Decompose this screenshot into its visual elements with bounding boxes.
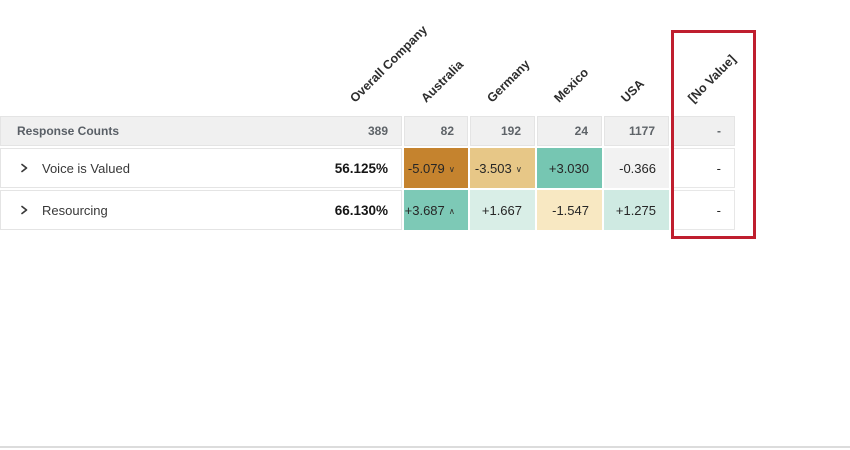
bottom-divider	[0, 446, 850, 448]
response-count-usa: 1177	[604, 116, 669, 146]
response-count-overall: 389	[367, 124, 388, 138]
column-header-mexico[interactable]: Mexico	[551, 65, 592, 106]
column-header-australia[interactable]: Australia	[418, 57, 467, 106]
cell-value: -3.503	[474, 160, 512, 176]
row-voice-is-valued[interactable]: Voice is Valued 56.125%	[0, 148, 402, 188]
heat-cell-resourcing-germany[interactable]: +1.667	[470, 190, 535, 230]
cell-value: -	[716, 202, 721, 218]
column-header-no-value[interactable]: [No Value]	[685, 52, 739, 106]
heat-cell-voice-australia[interactable]: -5.079 ∨	[404, 148, 468, 188]
cell-value: -1.547	[552, 202, 589, 218]
trend-down-icon: ∨	[448, 163, 455, 174]
heatmap-table: Response Counts 389 82 192 24 1177 - Voi…	[0, 116, 735, 230]
cell-value: -	[716, 160, 721, 176]
expand-chevron-icon[interactable]	[19, 205, 29, 215]
column-header-germany[interactable]: Germany	[484, 57, 533, 106]
cell-value: +3.030	[548, 160, 589, 176]
response-count-no-value: -	[671, 116, 735, 146]
overall-score: 56.125%	[334, 160, 388, 176]
row-label: Resourcing	[42, 202, 108, 218]
response-count-germany: 192	[470, 116, 535, 146]
heat-cell-resourcing-no-value[interactable]: -	[671, 190, 735, 230]
response-counts-label: Response Counts	[17, 124, 120, 138]
cell-value: +1.667	[481, 202, 522, 218]
cell-value: -0.366	[619, 160, 656, 176]
heat-cell-voice-germany[interactable]: -3.503 ∨	[470, 148, 535, 188]
heat-cell-resourcing-usa[interactable]: +1.275	[604, 190, 669, 230]
heat-cell-voice-no-value[interactable]: -	[671, 148, 735, 188]
cell-value: +3.687	[404, 202, 445, 218]
row-resourcing[interactable]: Resourcing 66.130%	[0, 190, 402, 230]
response-count-australia: 82	[404, 116, 468, 146]
cell-value: -5.079	[407, 160, 445, 176]
response-counts-row-header: Response Counts 389	[0, 116, 402, 146]
column-header-usa[interactable]: USA	[618, 76, 647, 106]
trend-down-icon: ∨	[515, 163, 522, 174]
response-count-mexico: 24	[537, 116, 602, 146]
heat-cell-voice-usa[interactable]: -0.366	[604, 148, 669, 188]
heat-cell-resourcing-mexico[interactable]: -1.547	[537, 190, 602, 230]
heat-cell-voice-mexico[interactable]: +3.030	[537, 148, 602, 188]
trend-up-icon: ∧	[448, 205, 455, 216]
row-label: Voice is Valued	[42, 160, 130, 176]
cell-value: +1.275	[615, 202, 656, 218]
heat-cell-resourcing-australia[interactable]: +3.687 ∧	[404, 190, 468, 230]
overall-score: 66.130%	[334, 202, 388, 218]
expand-chevron-icon[interactable]	[19, 163, 29, 173]
